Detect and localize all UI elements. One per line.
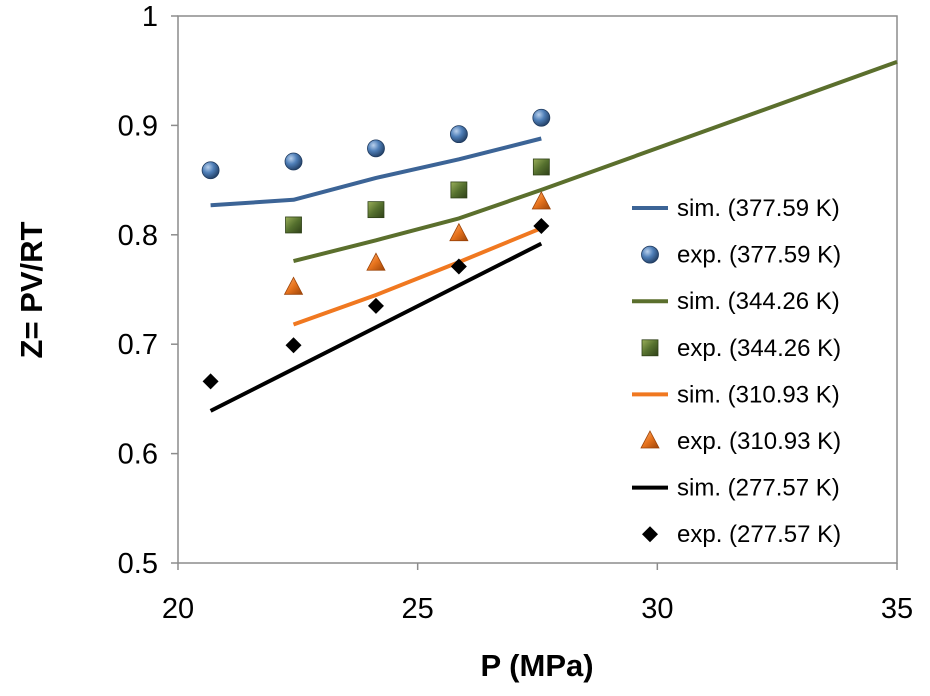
- tick-labels: 0.5 0.6 0.7 0.8 0.9 1 20 25 30 35: [118, 1, 913, 625]
- y-tick-label: 0.7: [118, 329, 158, 361]
- data-point-3-1: [367, 201, 385, 219]
- x-tick-label: 30: [641, 593, 673, 625]
- legend-label: sim. (377.59 K): [677, 195, 840, 222]
- tick-marks: [171, 15, 898, 570]
- data-point-7-2: [367, 297, 384, 314]
- legend-entry: sim. (344.26 K): [632, 288, 840, 315]
- data-point-5-1: [366, 252, 386, 271]
- series-markers: [201, 108, 551, 390]
- legend-label: exp. (344.26 K): [677, 335, 841, 362]
- y-axis-title: Z= PV/RT: [14, 221, 49, 358]
- x-tick-label: 25: [402, 593, 434, 625]
- data-point-1-0: [201, 161, 220, 180]
- legend-entry: sim. (277.57 K): [632, 475, 840, 502]
- x-tick-label: 20: [162, 593, 194, 625]
- data-point-5-3: [531, 191, 551, 210]
- legend-marker-swatch: [642, 526, 658, 543]
- data-point-3-0: [285, 216, 302, 234]
- data-point-3-3: [532, 158, 550, 176]
- legend-entry: exp. (277.57 K): [642, 521, 841, 548]
- data-point-5-2: [449, 222, 469, 242]
- series-line-6: [209, 241, 543, 413]
- data-point-1-1: [284, 152, 303, 171]
- legend-label: exp. (310.93 K): [677, 428, 841, 455]
- series-line-4: [292, 226, 543, 327]
- legend-entry: sim. (377.59 K): [632, 195, 840, 222]
- y-tick-label: 0.6: [118, 439, 158, 471]
- series-line-0: [210, 136, 542, 208]
- data-point-5-0: [283, 276, 304, 295]
- legend-label: exp. (377.59 K): [677, 242, 841, 269]
- plot-frame: [177, 15, 898, 564]
- legend: sim. (377.59 K) exp. (377.59 K) sim. (344.…: [632, 195, 841, 548]
- series-line-2: [293, 60, 898, 264]
- plot-border: [177, 15, 898, 564]
- data-point-7-0: [202, 373, 219, 390]
- legend-label: sim. (344.26 K): [677, 288, 840, 315]
- data-point-1-3: [449, 125, 468, 144]
- data-point-1-2: [367, 139, 385, 158]
- legend-label: sim. (310.93 K): [677, 381, 840, 408]
- y-tick-label: 0.8: [118, 220, 158, 252]
- legend-marker-swatch: [641, 339, 659, 357]
- y-tick-label: 0.5: [118, 548, 158, 580]
- y-tick-label: 0.9: [118, 110, 158, 142]
- y-tick-label: 1: [142, 1, 158, 33]
- legend-entry: sim. (310.93 K): [632, 381, 840, 408]
- legend-entry: exp. (344.26 K): [641, 335, 841, 362]
- data-point-7-4: [533, 218, 550, 235]
- data-point-1-4: [532, 108, 551, 127]
- data-point-3-2: [450, 181, 468, 199]
- data-point-7-3: [450, 258, 467, 275]
- legend-entry: exp. (310.93 K): [640, 428, 841, 455]
- x-axis-title: P (MPa): [480, 648, 593, 683]
- series-lines: [209, 60, 898, 413]
- legend-marker-swatch: [640, 430, 660, 449]
- legend-entry: exp. (377.59 K): [641, 242, 841, 269]
- legend-label: sim. (277.57 K): [677, 475, 840, 502]
- data-point-7-1: [285, 337, 302, 354]
- legend-marker-swatch: [641, 245, 659, 264]
- x-tick-label: 35: [881, 593, 913, 625]
- legend-label: exp. (277.57 K): [677, 521, 841, 548]
